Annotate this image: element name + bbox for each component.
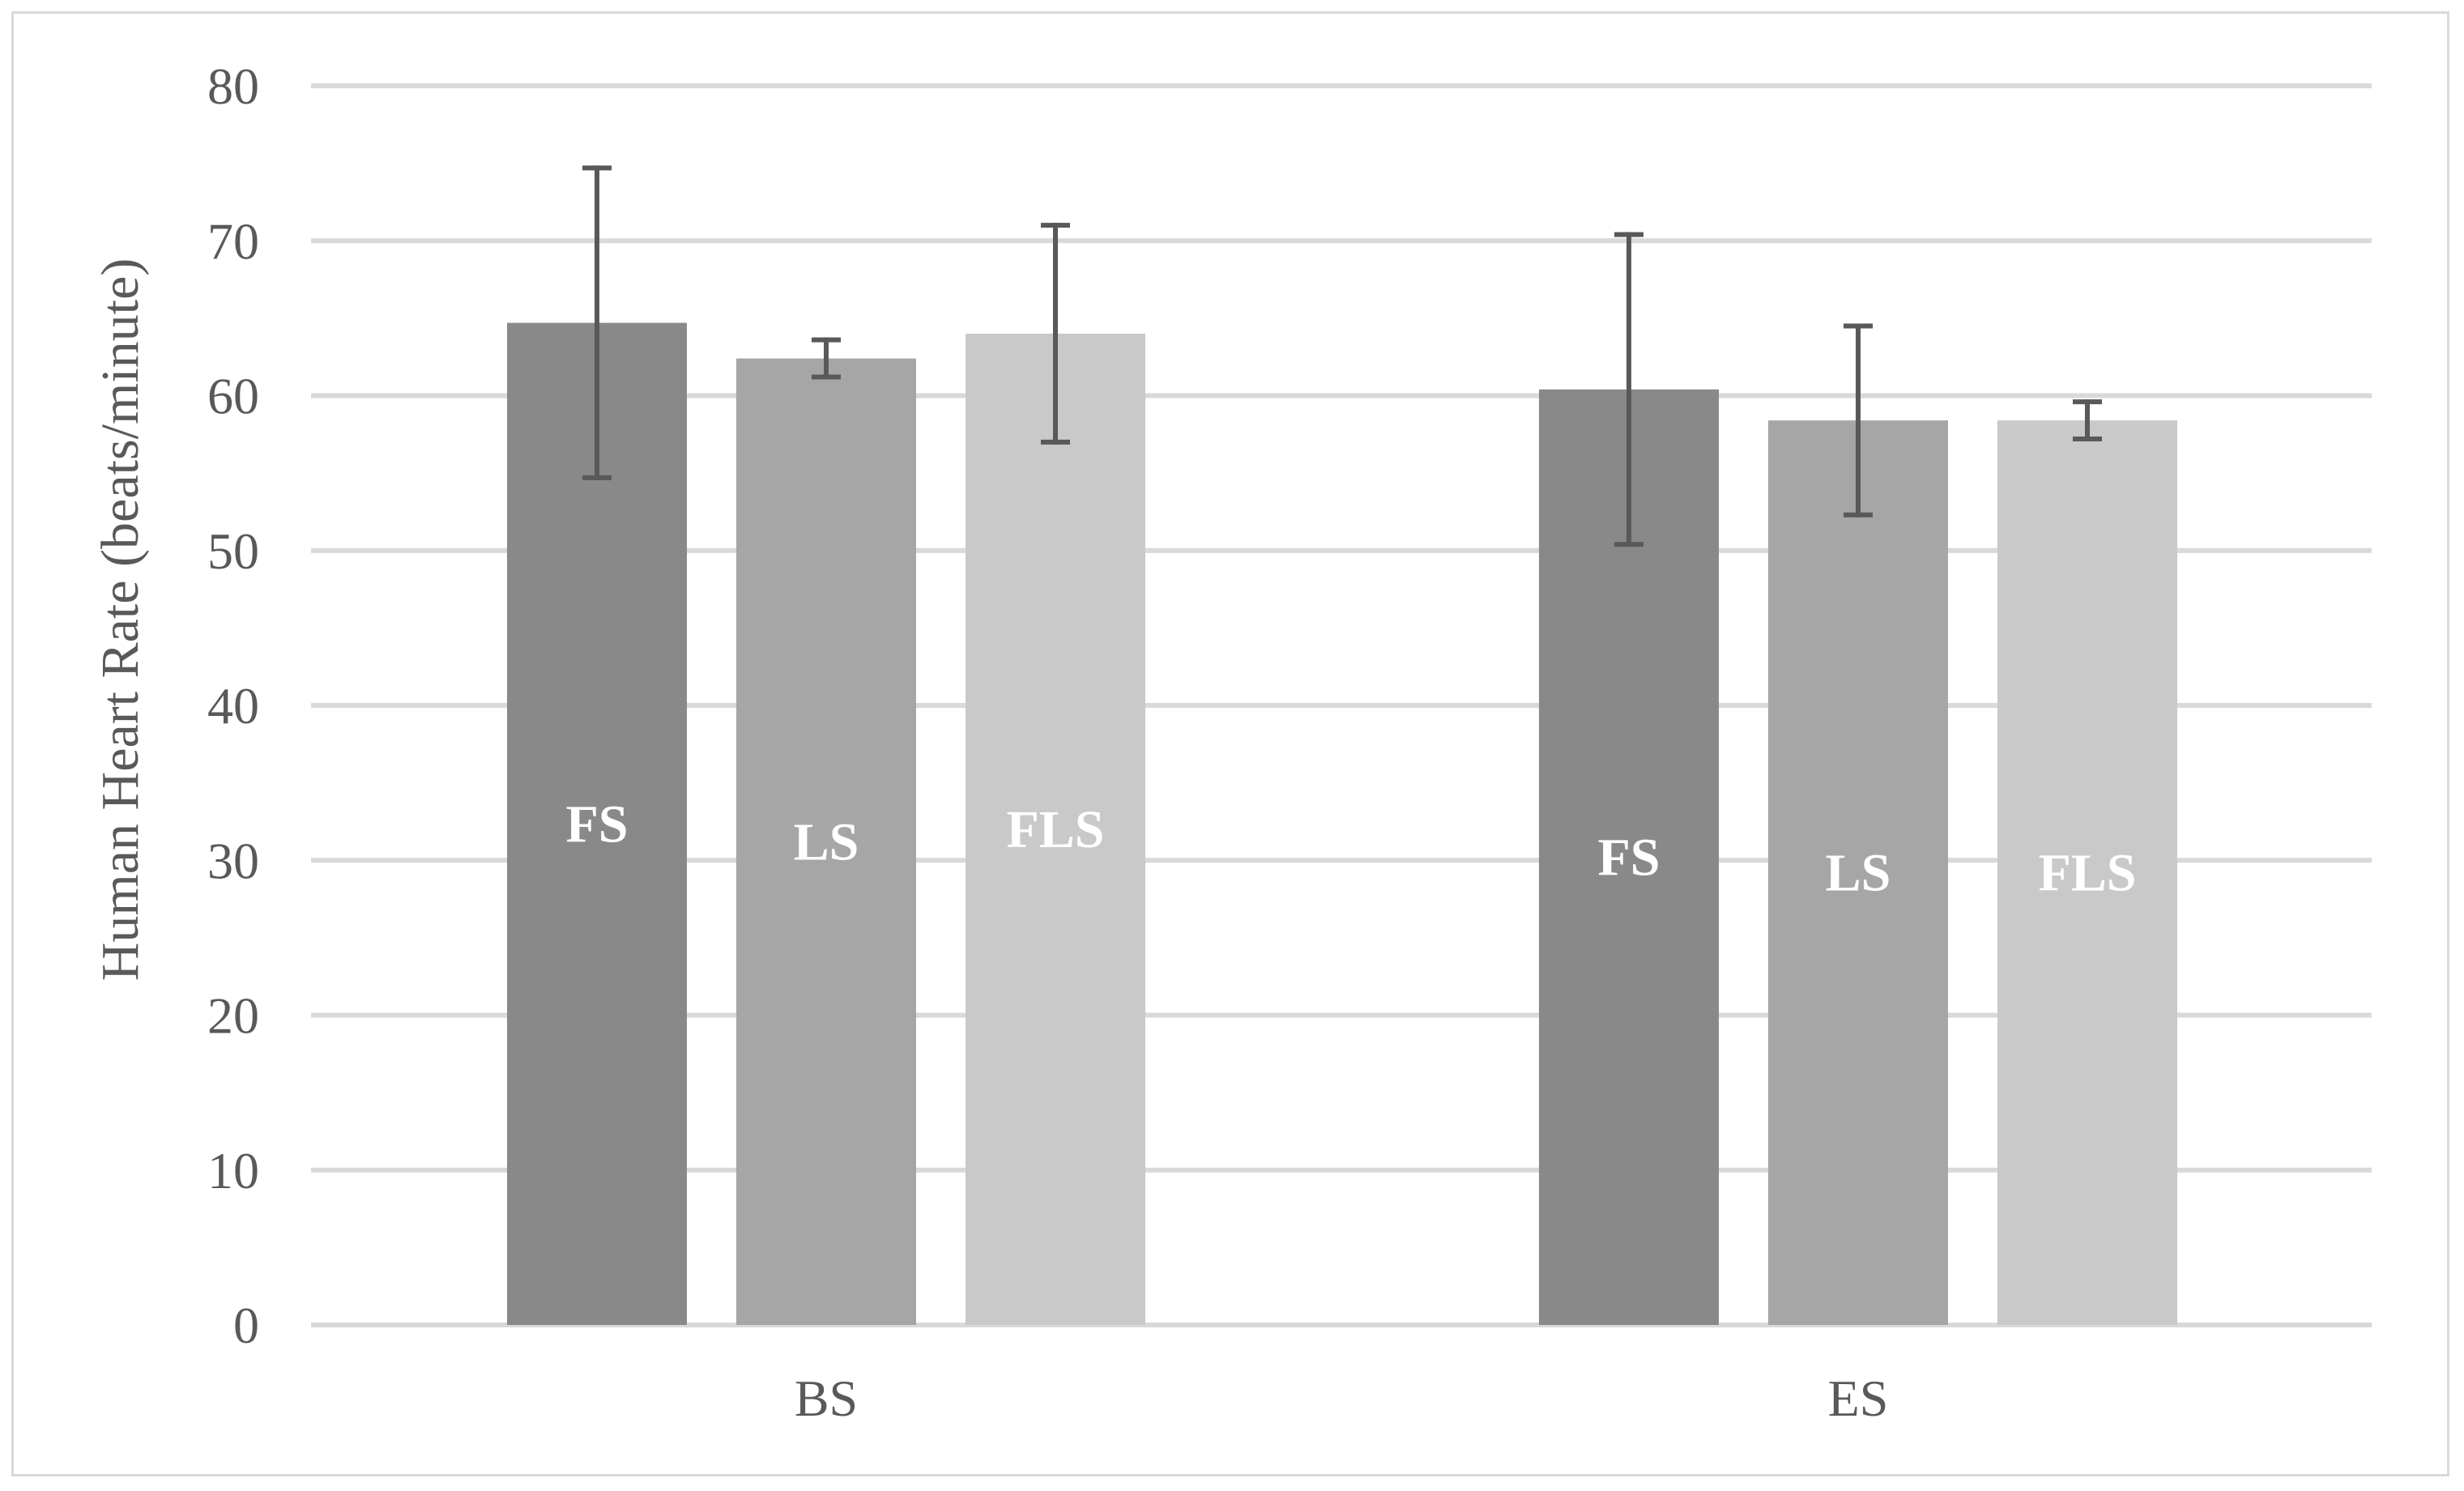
x-tick-label-bs: BS <box>795 1370 858 1427</box>
y-axis-title: Human Heart Rate (beats/minute) <box>91 258 150 982</box>
bar-fs-bs <box>507 322 687 1325</box>
y-tick-label: 0 <box>233 1297 259 1354</box>
error-bar-fls-es <box>2073 399 2102 442</box>
bar-label-fs-bs: FS <box>565 794 628 854</box>
error-bar-fls-bs <box>1041 223 1070 445</box>
y-tick-label: 50 <box>207 522 259 580</box>
bar-fls-bs <box>966 334 1145 1325</box>
bar-label-ls-es: LS <box>1826 844 1891 903</box>
error-bars <box>582 165 2102 547</box>
error-bar-fs-bs <box>582 165 612 480</box>
y-tick-label: 60 <box>207 368 259 425</box>
y-tick-label: 80 <box>207 58 259 115</box>
bar-labels: FS FS LS LS FLS FLS <box>565 794 2136 902</box>
bar-label-fs-es: FS <box>1597 828 1660 887</box>
axis-ticks: 0 10 20 30 40 50 60 70 80 BS ES <box>207 58 1888 1427</box>
y-tick-label: 40 <box>207 677 259 735</box>
x-tick-label-es: ES <box>1828 1370 1889 1427</box>
y-tick-label: 30 <box>207 832 259 889</box>
bar-fls-es <box>1997 420 2177 1325</box>
y-tick-label: 20 <box>207 987 259 1045</box>
bars <box>507 322 2177 1326</box>
bar-ls-es <box>1768 420 1948 1325</box>
y-tick-label: 10 <box>207 1142 259 1199</box>
bar-label-ls-bs: LS <box>794 812 859 871</box>
error-bar-ls-bs <box>812 337 841 380</box>
error-bar-ls-es <box>1844 323 1873 518</box>
y-tick-label: 70 <box>207 212 259 270</box>
error-bar-fs-es <box>1614 232 1643 547</box>
bar-label-fls-bs: FLS <box>1006 800 1104 859</box>
bar-label-fls-es: FLS <box>2038 844 2136 903</box>
bar-ls-bs <box>736 358 916 1326</box>
